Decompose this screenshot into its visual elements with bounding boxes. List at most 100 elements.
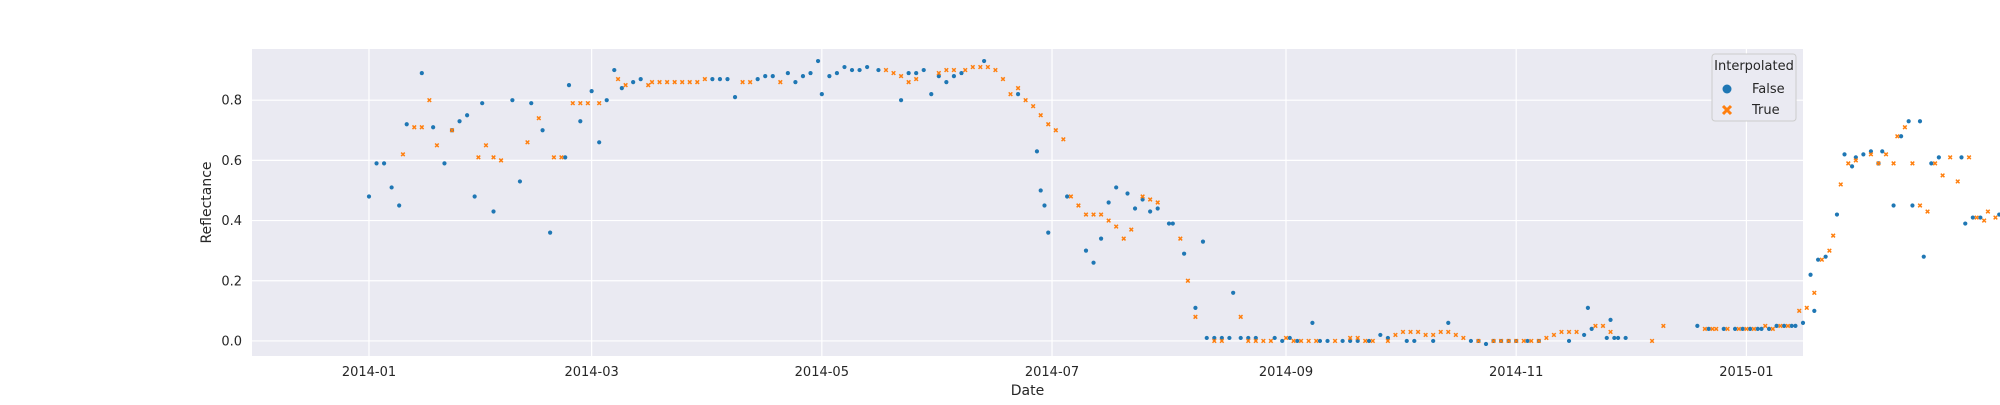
point-false xyxy=(540,128,545,133)
point-false xyxy=(1997,212,2000,217)
point-false xyxy=(1612,335,1617,341)
point-false xyxy=(465,113,470,118)
point-false xyxy=(1042,203,1047,208)
point-true xyxy=(1362,338,1368,344)
point-true xyxy=(649,79,655,85)
data-points xyxy=(366,58,2000,347)
point-true xyxy=(913,76,919,82)
point-true xyxy=(1283,335,1289,341)
point-false xyxy=(1238,335,1243,341)
point-true xyxy=(1551,332,1557,338)
legend: Interpolated False True xyxy=(1711,53,1797,122)
point-false xyxy=(732,95,738,100)
point-true xyxy=(1536,338,1542,344)
point-true xyxy=(1827,248,1832,253)
point-false xyxy=(1366,338,1372,344)
point-true xyxy=(679,79,685,85)
point-false xyxy=(770,73,775,79)
point-false xyxy=(1959,155,1964,160)
point-false xyxy=(366,194,372,199)
point-true xyxy=(1804,305,1810,311)
point-true xyxy=(1917,203,1923,208)
point-false xyxy=(374,161,379,166)
point-false xyxy=(1823,254,1828,259)
point-false xyxy=(944,80,949,85)
point-true xyxy=(1355,335,1361,341)
point-true xyxy=(1008,91,1013,97)
point-true xyxy=(985,64,991,70)
point-false xyxy=(1412,338,1417,344)
point-false xyxy=(1034,149,1040,154)
point-false xyxy=(1929,161,1934,166)
point-true xyxy=(1710,326,1715,332)
point-true xyxy=(891,70,896,76)
legend-box xyxy=(1711,53,1797,122)
legend-marker-true xyxy=(1721,104,1733,116)
point-true xyxy=(951,67,957,73)
point-true xyxy=(777,79,783,85)
point-false xyxy=(1098,236,1104,241)
point-true xyxy=(1140,194,1145,199)
point-false xyxy=(1615,335,1621,341)
point-false xyxy=(529,101,534,106)
point-false xyxy=(1585,305,1590,310)
point-false xyxy=(1325,338,1330,344)
point-true xyxy=(936,70,942,76)
point-true xyxy=(1649,338,1655,344)
point-true xyxy=(1566,329,1572,335)
point-false xyxy=(710,76,715,82)
point-true xyxy=(1211,338,1217,344)
point-true xyxy=(1370,338,1376,344)
point-false xyxy=(834,70,840,76)
point-false xyxy=(389,185,394,190)
point-true xyxy=(1106,218,1111,223)
point-true xyxy=(1868,152,1874,157)
point-false xyxy=(1963,221,1968,226)
point-true xyxy=(1023,97,1028,103)
plot-area xyxy=(252,49,1803,356)
point-true xyxy=(993,67,998,73)
point-false xyxy=(1582,332,1587,338)
point-true xyxy=(1061,136,1066,142)
point-false xyxy=(763,73,768,79)
point-false xyxy=(397,203,402,208)
point-false xyxy=(1404,338,1409,344)
x-tick-label: 2014-09 xyxy=(1259,365,1313,380)
point-true xyxy=(1178,236,1183,241)
point-true xyxy=(1981,218,1987,223)
point-false xyxy=(1446,320,1451,325)
point-false xyxy=(815,58,821,64)
point-false xyxy=(631,80,636,85)
point-false xyxy=(1740,326,1745,332)
legend-title: Interpolated xyxy=(1714,59,1794,74)
point-true xyxy=(1778,323,1783,329)
point-true xyxy=(1438,329,1444,335)
point-false xyxy=(1295,338,1300,344)
point-true xyxy=(449,127,455,133)
point-true xyxy=(1491,338,1496,344)
point-false xyxy=(1170,221,1175,226)
x-tick-labels: 2014-01 2014-03 2014-05 2014-07 2014-09 2014-… xyxy=(342,365,1774,380)
point-true xyxy=(1845,161,1851,166)
point-true xyxy=(1030,103,1036,109)
point-false xyxy=(1038,188,1043,193)
point-false xyxy=(381,161,387,166)
point-false xyxy=(1340,338,1345,344)
y-axis-label: Reflectance xyxy=(199,161,215,243)
point-true xyxy=(1121,236,1127,241)
point-false xyxy=(638,76,643,82)
point-true xyxy=(1883,152,1889,157)
point-true xyxy=(977,64,983,70)
point-true xyxy=(1966,155,1972,160)
point-true xyxy=(1608,329,1613,335)
point-false xyxy=(951,73,957,79)
point-true xyxy=(1400,329,1406,335)
point-false xyxy=(865,64,870,70)
point-false xyxy=(1748,326,1753,332)
x-tick-label: 2014-01 xyxy=(342,365,396,380)
point-true xyxy=(615,76,621,82)
point-true xyxy=(1261,338,1266,344)
point-true xyxy=(623,82,628,88)
point-true xyxy=(1313,338,1319,344)
